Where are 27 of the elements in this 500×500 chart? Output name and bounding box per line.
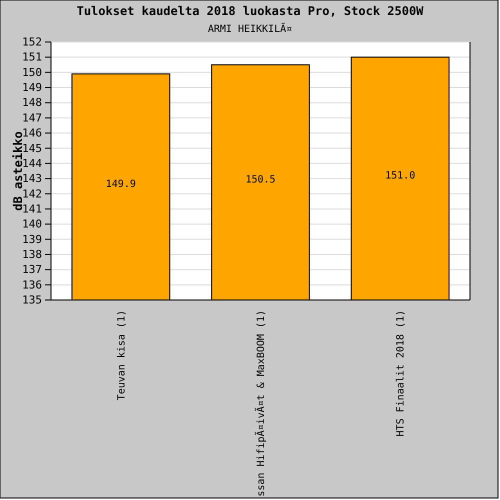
y-tick-label: 149 — [22, 81, 42, 94]
data-label: 149.9 — [106, 178, 136, 190]
y-tick-label: 137 — [22, 263, 42, 276]
y-tick-label: 140 — [22, 218, 42, 231]
y-tick-label: 141 — [22, 202, 42, 216]
y-tick-label: 150 — [22, 66, 42, 79]
y-tick-label: 146 — [22, 126, 42, 140]
y-tick-label: 151 — [22, 50, 42, 64]
y-tick-label: 144 — [22, 156, 42, 170]
y-tick-label: 143 — [22, 172, 42, 186]
data-label: 151.0 — [385, 170, 416, 182]
chart-subtitle: ARMI HEIKKILÃ¤ — [208, 22, 292, 35]
y-tick-label: 138 — [22, 248, 42, 261]
y-tick-label: 136 — [22, 278, 42, 292]
y-tick-label: 142 — [22, 187, 42, 200]
y-tick-label: 135 — [22, 294, 42, 307]
y-tick-label: 152 — [22, 36, 42, 49]
data-label: 150.5 — [245, 174, 276, 186]
chart-title: Tulokset kaudelta 2018 luokasta Pro, Stock 2500W — [76, 4, 424, 18]
y-tick-label: 147 — [22, 111, 42, 124]
y-axis-title: dB asteikko — [11, 131, 25, 211]
x-tick-label: HTS Finaalit 2018 (1) — [396, 310, 407, 436]
x-tick-label: ssan HifipÃ¤ivÃ¤t & MaxBOOM (1) — [254, 310, 267, 497]
y-tick-label: 145 — [22, 142, 42, 155]
x-tick-label: Teuvan kisa (1) — [116, 310, 128, 400]
y-tick-label: 139 — [22, 232, 42, 246]
y-tick-label: 148 — [22, 96, 42, 110]
